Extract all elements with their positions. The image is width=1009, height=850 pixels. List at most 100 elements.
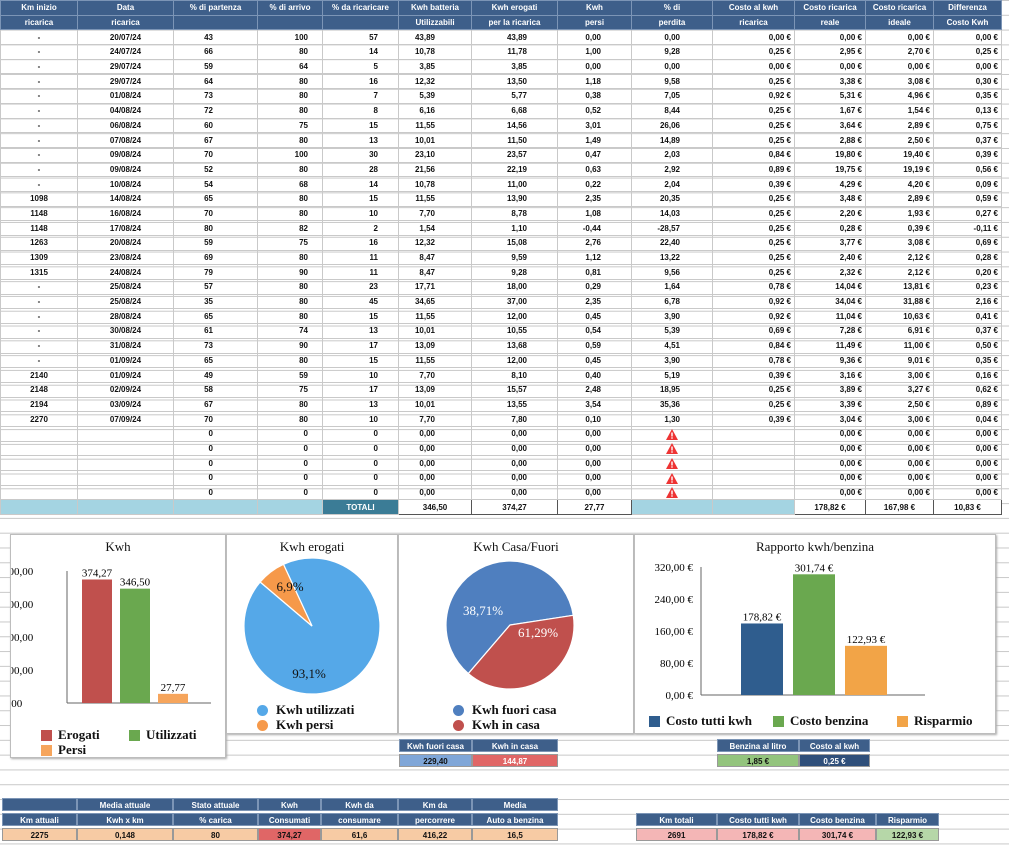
table-cell[interactable]: 21,56	[398, 161, 472, 178]
table-cell[interactable]: 0,00 €	[933, 455, 1002, 471]
table-cell[interactable]: 1148	[0, 205, 78, 222]
table-cell[interactable]: 1315	[0, 264, 78, 281]
table-cell[interactable]: 0,23 €	[933, 279, 1002, 295]
table-cell[interactable]: 80	[257, 132, 323, 148]
table-cell[interactable]: 29/07/24	[77, 58, 174, 75]
table-cell[interactable]: 0,00 €	[794, 58, 866, 75]
table-cell[interactable]: 14	[322, 44, 399, 60]
table-cell[interactable]: 0,00 €	[865, 440, 934, 457]
table-cell[interactable]: 2194	[0, 396, 78, 413]
table-cell[interactable]: 30/08/24	[77, 323, 174, 339]
table-cell[interactable]: 0	[173, 484, 258, 501]
table-cell[interactable]: 0,00	[631, 58, 713, 75]
table-cell[interactable]: 0,25 €	[712, 73, 795, 90]
table-cell[interactable]: 0	[173, 440, 258, 457]
table-cell[interactable]: 0	[322, 455, 399, 471]
table-cell[interactable]: -	[0, 73, 78, 90]
table-cell[interactable]: 2,89 €	[865, 117, 934, 134]
table-cell[interactable]	[631, 470, 713, 486]
table-cell[interactable]: -	[0, 337, 78, 354]
table-cell[interactable]: 5,19	[631, 367, 713, 383]
table-cell[interactable]: 43	[173, 29, 258, 46]
table-cell[interactable]: 13,22	[631, 249, 713, 266]
table-cell[interactable]: 1263	[0, 235, 78, 251]
table-cell[interactable]: 0,39 €	[712, 367, 795, 383]
table-cell[interactable]: 37,00	[471, 293, 558, 310]
table-cell[interactable]: 12,32	[398, 73, 472, 90]
table-cell[interactable]: 0,25 €	[712, 117, 795, 134]
table-cell[interactable]: 0,00 €	[933, 484, 1002, 501]
table-cell[interactable]: 1,49	[557, 132, 632, 148]
table-cell[interactable]: 2,16 €	[933, 293, 1002, 310]
table-cell[interactable]: 34,65	[398, 293, 472, 310]
table-cell[interactable]: 100	[257, 29, 323, 46]
table-cell[interactable]: 25/08/24	[77, 293, 174, 310]
table-cell[interactable]: 0,30 €	[933, 73, 1002, 90]
table-cell[interactable]: 12,32	[398, 235, 472, 251]
table-cell[interactable]: 0,25 €	[712, 44, 795, 60]
table-cell[interactable]: 20/07/24	[77, 29, 174, 46]
table-cell[interactable]: 12,00	[471, 308, 558, 325]
table-cell[interactable]: 61	[173, 323, 258, 339]
table-cell[interactable]: -	[0, 146, 78, 163]
table-cell[interactable]: 0,92 €	[712, 88, 795, 104]
table-cell[interactable]: 0,00 €	[865, 58, 934, 75]
table-cell[interactable]: 0,00	[557, 484, 632, 501]
table-cell[interactable]: 0,00 €	[865, 455, 934, 471]
table-cell[interactable]: 0,00	[557, 425, 632, 442]
table-cell[interactable]: 80	[257, 73, 323, 90]
table-cell[interactable]: 1,08	[557, 205, 632, 222]
table-cell[interactable]: 8,78	[471, 205, 558, 222]
table-cell[interactable]: 80	[257, 279, 323, 295]
table-cell[interactable]: 2,35	[557, 190, 632, 207]
table-cell[interactable]: 6,91 €	[865, 323, 934, 339]
table-cell[interactable]: 90	[257, 337, 323, 354]
table-cell[interactable]: 0,00	[398, 484, 472, 501]
table-cell[interactable]: 0,00	[471, 455, 558, 471]
table-cell[interactable]: -	[0, 293, 78, 310]
table-cell[interactable]: -	[0, 132, 78, 148]
table-cell[interactable]	[631, 455, 713, 471]
table-cell[interactable]: 19,40 €	[865, 146, 934, 163]
table-cell[interactable]: 23,57	[471, 146, 558, 163]
table-cell[interactable]: 0,37 €	[933, 132, 1002, 148]
table-cell[interactable]: 54	[173, 176, 258, 192]
table-cell[interactable]: 74	[257, 323, 323, 339]
table-cell[interactable]: 2,32 €	[794, 264, 866, 281]
table-cell[interactable]: 20/08/24	[77, 235, 174, 251]
table-cell[interactable]: 11	[322, 264, 399, 281]
table-cell[interactable]: 0	[257, 470, 323, 486]
table-cell[interactable]	[77, 484, 174, 501]
table-cell[interactable]: 10	[322, 205, 399, 222]
table-cell[interactable]: 65	[173, 352, 258, 369]
table-cell[interactable]: 0,00 €	[794, 440, 866, 457]
table-cell[interactable]: 0,38	[557, 88, 632, 104]
table-cell[interactable]: 0,00	[398, 425, 472, 442]
table-cell[interactable]: 1,12	[557, 249, 632, 266]
table-cell[interactable]: 02/09/24	[77, 381, 174, 398]
table-cell[interactable]: 0,00 €	[933, 29, 1002, 46]
table-cell[interactable]: 11,55	[398, 352, 472, 369]
table-cell[interactable]: 73	[173, 337, 258, 354]
table-cell[interactable]	[0, 455, 78, 471]
table-cell[interactable]: 0,00 €	[933, 425, 1002, 442]
table-cell[interactable]: 23/08/24	[77, 249, 174, 266]
table-cell[interactable]: 90	[257, 264, 323, 281]
table-cell[interactable]: 22,19	[471, 161, 558, 178]
table-cell[interactable]: 03/09/24	[77, 396, 174, 413]
table-cell[interactable]: 3,54	[557, 396, 632, 413]
table-cell[interactable]: 1309	[0, 249, 78, 266]
table-cell[interactable]: 0	[257, 425, 323, 442]
table-cell[interactable]: 31/08/24	[77, 337, 174, 354]
table-cell[interactable]: 3,90	[631, 308, 713, 325]
table-cell[interactable]: 1,10	[471, 220, 558, 236]
table-cell[interactable]: 07/08/24	[77, 132, 174, 148]
table-cell[interactable]: 3,64 €	[794, 117, 866, 134]
table-cell[interactable]: -	[0, 29, 78, 46]
table-cell[interactable]: 0,00	[471, 484, 558, 501]
table-cell[interactable]: 3,39 €	[794, 396, 866, 413]
table-cell[interactable]: 24/07/24	[77, 44, 174, 60]
table-cell[interactable]: 0,00 €	[933, 440, 1002, 457]
table-cell[interactable]: 11,49 €	[794, 337, 866, 354]
table-cell[interactable]: 14	[322, 176, 399, 192]
